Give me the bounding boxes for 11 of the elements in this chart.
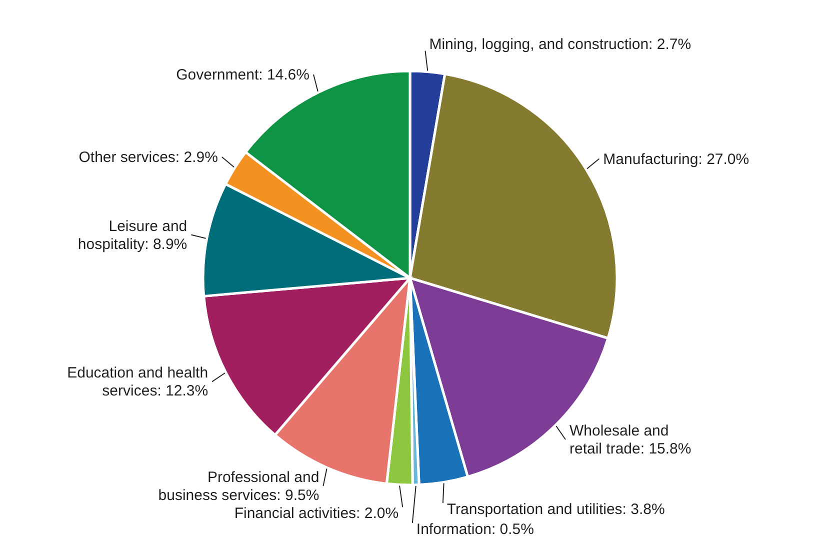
slice-label: Wholesale and retail trade: 15.8% — [570, 422, 692, 458]
slice-label: Manufacturing: 27.0% — [603, 150, 750, 168]
slice-label: Professional and business services: 9.5% — [158, 469, 320, 504]
slice-label: Leisure and hospitality: 8.9% — [78, 218, 188, 253]
slice-label: Financial activities: 2.0% — [234, 505, 399, 522]
slice-label: Mining, logging, and construction: 2.7% — [429, 36, 692, 53]
slice-label: Transportation and utilities: 3.8% — [446, 500, 665, 518]
slice-label: Other services: 2.9% — [78, 148, 218, 166]
slice-label: Information: 0.5% — [416, 520, 534, 538]
slice-label: Education and health services: 12.3% — [67, 364, 208, 400]
slice-label: Government: 14.6% — [176, 66, 310, 84]
